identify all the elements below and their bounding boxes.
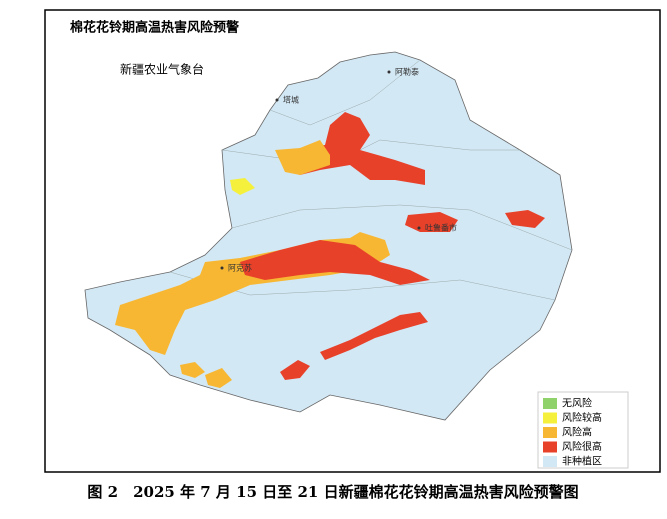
risk-area <box>280 360 310 380</box>
place-dot <box>220 266 224 270</box>
legend-label: 非种植区 <box>562 455 602 468</box>
place-dot <box>387 70 391 74</box>
place-label: 塔城 <box>283 95 299 105</box>
map-title: 棉花花铃期高温热害风险预警 <box>70 20 239 36</box>
risk-area <box>505 210 545 228</box>
place-label: 吐鲁番市 <box>425 223 457 233</box>
legend-swatch <box>543 456 557 467</box>
place-dot <box>417 226 421 230</box>
legend-swatch <box>543 412 557 424</box>
place-label: 阿克苏 <box>228 263 252 273</box>
legend-swatch <box>543 398 557 409</box>
map-subtitle: 新疆农业气象台 <box>120 62 204 77</box>
legend-label: 无风险 <box>562 397 592 410</box>
legend-label: 风险较高 <box>562 411 602 424</box>
place-dot <box>275 98 279 102</box>
legend-swatch <box>543 441 557 453</box>
risk-area <box>230 178 255 195</box>
legend-swatch <box>543 427 557 438</box>
place-label: 阿勒泰 <box>395 67 419 77</box>
risk-area <box>205 368 232 388</box>
risk-area <box>275 140 330 175</box>
legend-label: 风险很高 <box>562 440 602 453</box>
risk-area <box>180 362 205 378</box>
risk-area <box>320 312 428 360</box>
legend-label: 风险高 <box>562 426 592 439</box>
risk-area <box>240 240 430 285</box>
figure-caption: 图 2 2025 年 7 月 15 日至 21 日新疆棉花花铃期高温热害风险预警… <box>87 483 578 501</box>
region-outline <box>84 51 573 421</box>
